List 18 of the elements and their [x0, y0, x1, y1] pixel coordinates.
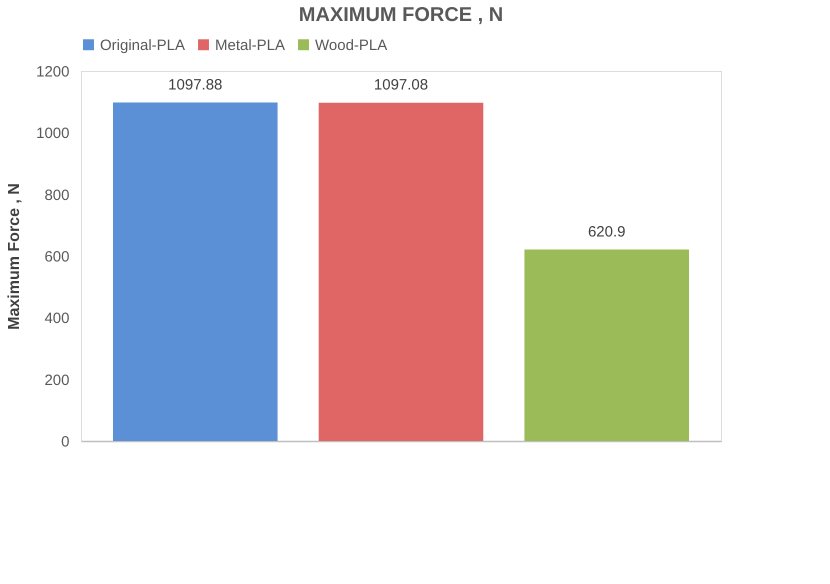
- legend-label: Original-PLA: [100, 36, 186, 54]
- y-tick-label: 400: [44, 310, 70, 328]
- data-label: 1097.08: [374, 76, 428, 94]
- y-tick-label: 800: [44, 186, 70, 204]
- bar: [318, 102, 484, 441]
- y-tick-label: 0: [61, 434, 70, 450]
- bar: [113, 102, 278, 441]
- bar: [524, 250, 689, 441]
- legend-label: Wood-PLA: [315, 36, 388, 54]
- y-tick-label: 1200: [36, 64, 70, 80]
- chart-title: MAXIMUM FORCE , N: [298, 4, 504, 26]
- y-tick-label: 1000: [36, 125, 70, 142]
- y-tick-label: 600: [44, 248, 70, 266]
- data-label: 620.9: [588, 224, 626, 241]
- y-axis-title: Maximum Force , N: [6, 183, 24, 330]
- data-label: 1097.88: [168, 76, 222, 94]
- legend-label: Metal-PLA: [215, 36, 286, 54]
- y-tick-label: 200: [44, 372, 70, 389]
